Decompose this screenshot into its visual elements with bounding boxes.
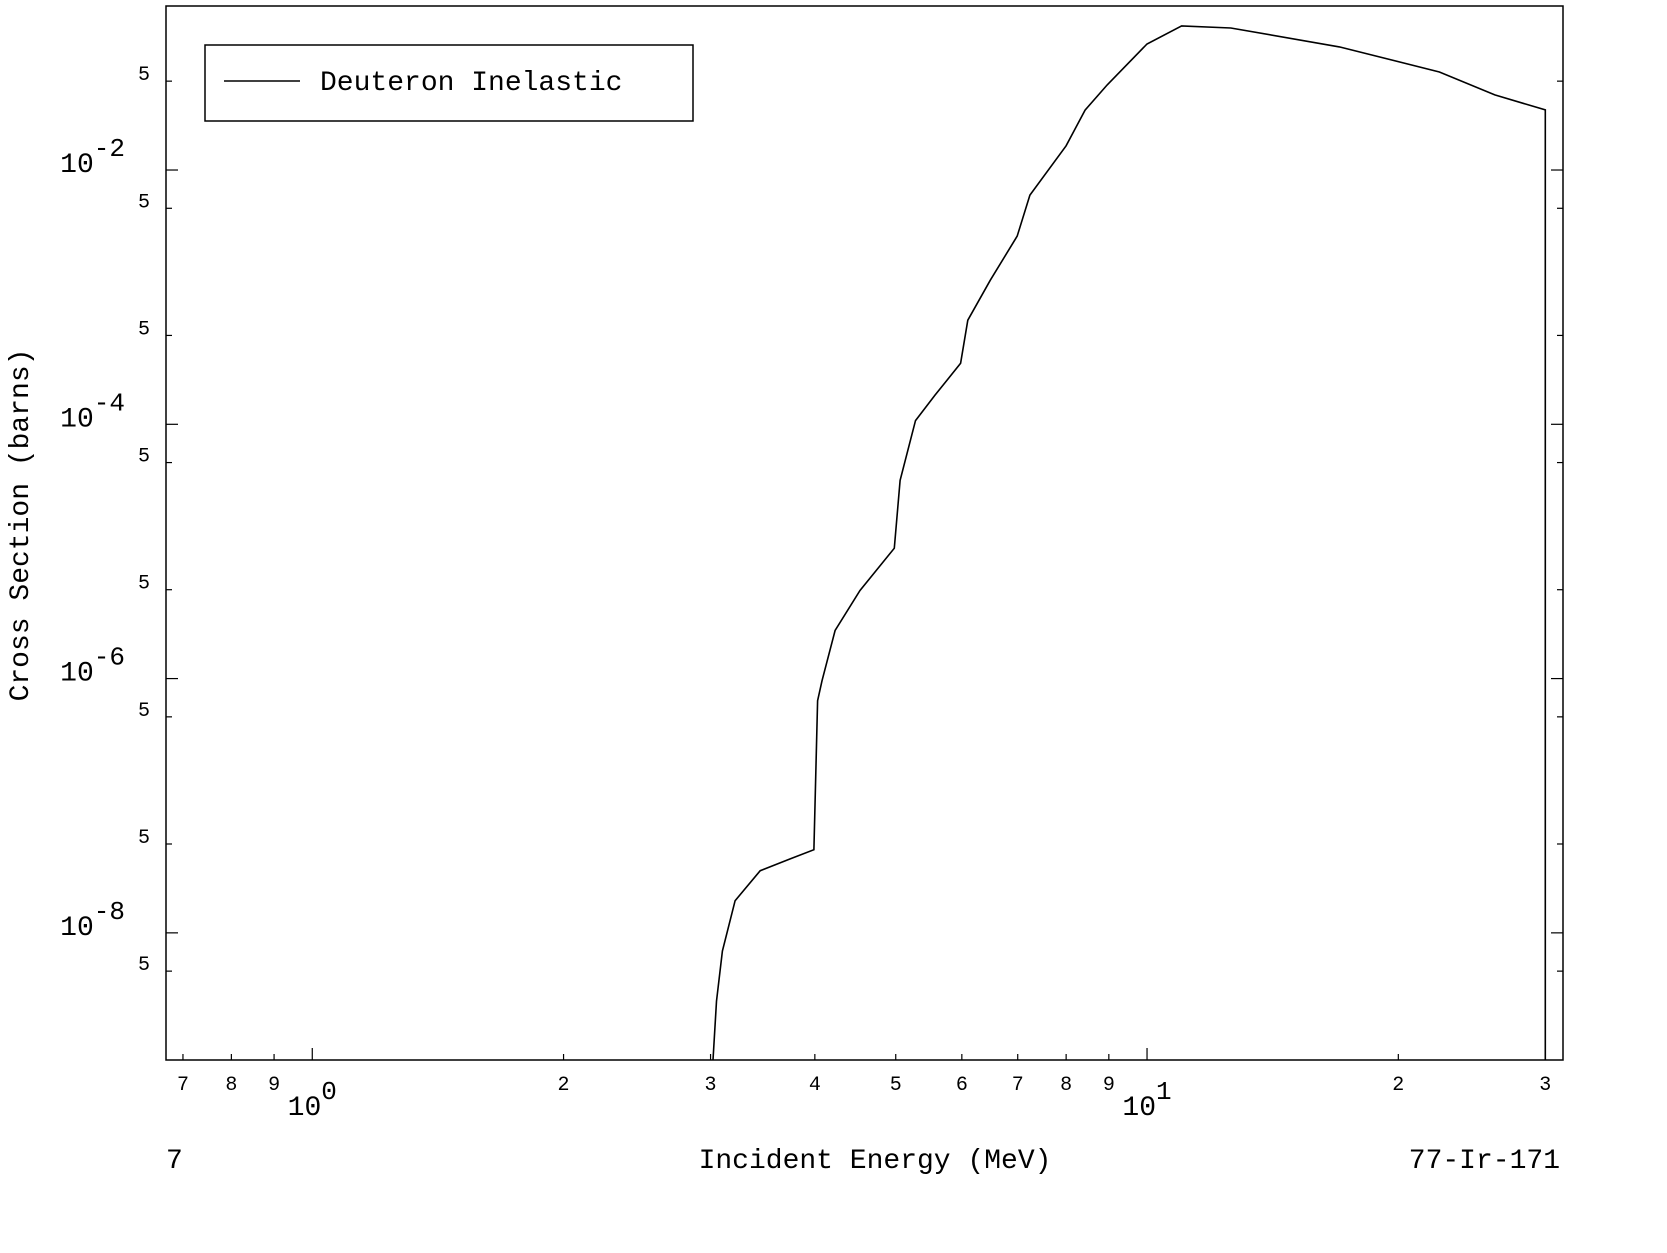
tick-label: 10-6 [60, 643, 125, 690]
tick-exponent: -6 [94, 643, 125, 673]
y-tick-label: 5 [138, 191, 150, 214]
x-tick-label: 9 [268, 1074, 280, 1097]
tick-exponent: -2 [94, 134, 125, 164]
x-tick-label: 7 [177, 1074, 189, 1097]
y-tick-label: 5 [138, 954, 150, 977]
tick-exponent: -8 [94, 897, 125, 927]
x-tick-label: 8 [1060, 1074, 1072, 1097]
x-axis-label: Incident Energy (MeV) [699, 1146, 1052, 1177]
tick-label: 10-2 [60, 134, 125, 181]
tick-base: 10 [288, 1093, 322, 1124]
legend-box [204, 44, 694, 122]
y-tick-label: 5 [138, 573, 150, 596]
x-tick-label: 3 [705, 1074, 717, 1097]
y-tick-label: 5 [138, 318, 150, 341]
corner-label: 77-Ir-171 [1409, 1146, 1560, 1177]
x-tick-label: 2 [558, 1074, 570, 1097]
data-line [712, 25, 1547, 1061]
x-tick-label: 2 [1392, 1074, 1404, 1097]
tick-exponent: -4 [94, 388, 125, 418]
x-tick-label: 6 [956, 1074, 968, 1097]
y-tick-label: 5 [138, 827, 150, 850]
tick-label: 101 [1122, 1077, 1171, 1124]
tick-exponent: 0 [321, 1077, 337, 1107]
y-axis-label: Cross Section (barns) [6, 349, 37, 702]
plot-frame [165, 5, 1564, 1061]
y-tick-label: 5 [138, 64, 150, 87]
x-tick-label: 5 [890, 1074, 902, 1097]
legend-label: Deuteron Inelastic [320, 68, 622, 99]
y-tick-label: 5 [138, 700, 150, 723]
tick-base: 10 [1122, 1093, 1156, 1124]
x-tick-label: 3 [1539, 1074, 1551, 1097]
x-tick-label: 9 [1103, 1074, 1115, 1097]
corner-label: 7 [166, 1146, 183, 1177]
tick-base: 10 [60, 150, 94, 181]
tick-label: 100 [288, 1077, 337, 1124]
tick-exponent: 1 [1156, 1077, 1172, 1107]
x-tick-label: 4 [809, 1074, 821, 1097]
x-tick-label: 7 [1012, 1074, 1024, 1097]
y-tick-label: 5 [138, 446, 150, 469]
x-tick-label: 8 [225, 1074, 237, 1097]
tick-label: 10-4 [60, 388, 125, 435]
tick-base: 10 [60, 659, 94, 690]
tick-base: 10 [60, 404, 94, 435]
tick-base: 10 [60, 913, 94, 944]
tick-label: 10-8 [60, 897, 125, 944]
